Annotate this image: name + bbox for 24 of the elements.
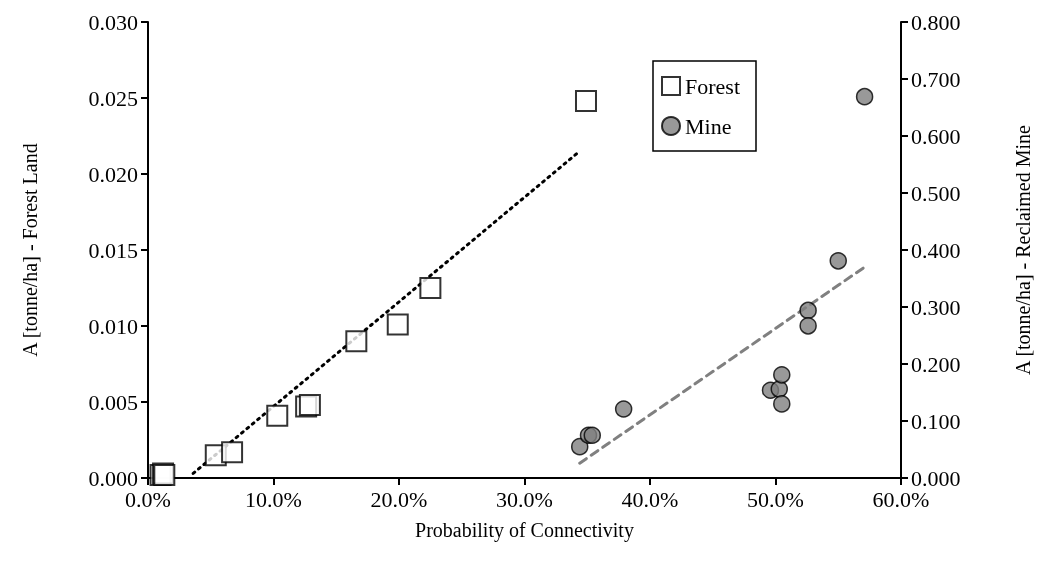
y-tick-label: 0.030: [88, 9, 138, 35]
y2-tick-label: 0.100: [911, 408, 961, 434]
y-tick-label: 0.015: [88, 237, 138, 263]
y2-tick-label: 0.700: [911, 66, 961, 92]
y2-axis-title: A [tonne/ha] - Reclaimed Mine: [1012, 124, 1034, 375]
x-tick-label: 50.0%: [747, 486, 804, 512]
x-axis-title: Probability of Connectivity: [415, 519, 634, 542]
y-axis-title: A [tonne/ha] - Forest Land: [19, 143, 41, 357]
y-tick-label: 0.020: [88, 161, 138, 187]
x-tick-label: 30.0%: [496, 486, 553, 512]
x-tick-label: 20.0%: [370, 486, 428, 512]
x-tick-label: 10.0%: [245, 486, 302, 512]
legend-label: Mine: [685, 113, 732, 139]
y2-tick-label: 0.600: [911, 123, 961, 149]
y2-tick-label: 0.400: [911, 237, 961, 263]
legend-label: Forest: [685, 73, 740, 99]
y-tick-label: 0.005: [88, 389, 138, 415]
y-tick-label: 0.025: [88, 85, 138, 111]
y2-tick-label: 0.500: [911, 180, 961, 206]
y2-tick-label: 0.300: [911, 294, 961, 320]
x-tick-label: 40.0%: [621, 486, 679, 512]
y2-tick-label: 0.200: [911, 351, 961, 377]
y-tick-label: 0.010: [88, 313, 138, 339]
y2-tick-label: 0.800: [911, 9, 961, 35]
